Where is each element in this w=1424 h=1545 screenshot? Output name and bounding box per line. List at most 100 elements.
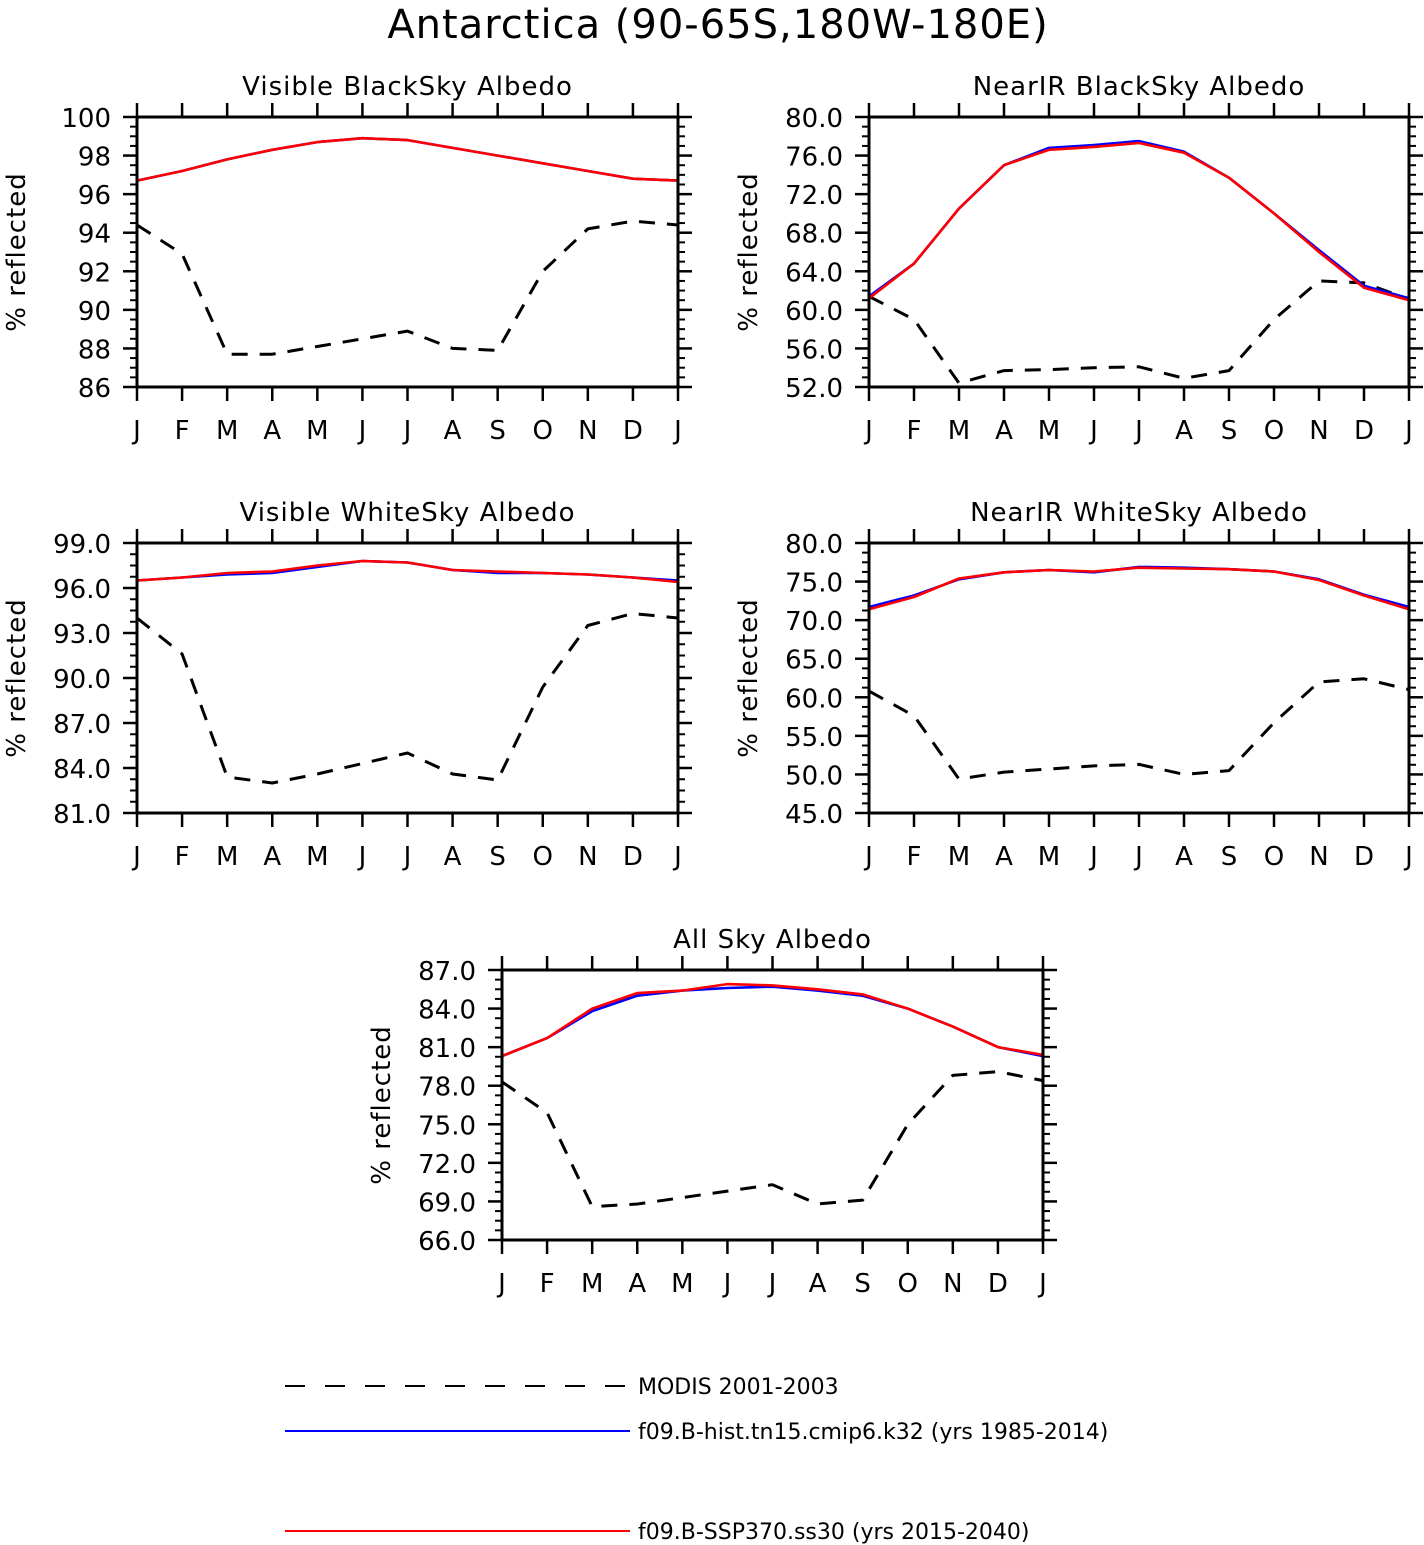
series-line-modis — [501, 1070, 1044, 1209]
y-tick-label: 70.0 — [785, 607, 843, 637]
y-tick-label: 55.0 — [785, 723, 843, 753]
y-tick-label: 68.0 — [785, 220, 843, 250]
y-tick-label: 96 — [78, 181, 111, 211]
y-tick-label: 64.0 — [785, 258, 843, 288]
x-tick-label: S — [1221, 416, 1238, 446]
y-tick-label: 87.0 — [418, 957, 476, 987]
x-tick-label: J — [1088, 842, 1098, 872]
y-axis-label: % reflected — [367, 1025, 397, 1184]
x-tick-label: N — [578, 842, 597, 872]
x-tick-label: N — [943, 1269, 962, 1299]
y-tick-label: 100 — [61, 104, 111, 134]
x-tick-label: J — [131, 842, 141, 872]
chart-title: Visible BlackSky Albedo — [242, 72, 573, 102]
x-tick-label: D — [988, 1269, 1008, 1299]
plot-frame — [500, 968, 1045, 1242]
x-tick-label: F — [175, 416, 190, 446]
x-tick-label: J — [1133, 842, 1143, 872]
x-tick-label: M — [671, 1269, 693, 1299]
x-tick-label: F — [907, 842, 922, 872]
y-tick-label: 90.0 — [53, 665, 111, 695]
x-tick-label: M — [306, 842, 328, 872]
series-line-ssp — [868, 141, 1410, 302]
series-line-modis — [136, 219, 679, 356]
chart-title: Visible WhiteSky Albedo — [239, 498, 575, 528]
y-tick-label: 81.0 — [53, 800, 111, 830]
y-tick-label: 75.0 — [418, 1111, 476, 1141]
y-tick-label: 86 — [78, 374, 111, 404]
series-line-hist — [136, 136, 679, 182]
y-tick-label: 60.0 — [785, 297, 843, 327]
y-tick-label: 45.0 — [785, 800, 843, 830]
legend-label-modis: MODIS 2001-2003 — [638, 1375, 839, 1400]
x-tick-label: J — [1403, 416, 1413, 446]
y-tick-label: 80.0 — [785, 530, 843, 560]
y-tick-label: 56.0 — [785, 335, 843, 365]
x-tick-label: O — [1264, 842, 1284, 872]
x-tick-label: J — [1088, 416, 1098, 446]
x-tick-label: D — [1354, 416, 1374, 446]
y-tick-label: 80.0 — [785, 104, 843, 134]
y-tick-label: 94 — [78, 220, 111, 250]
x-tick-label: J — [1403, 842, 1413, 872]
x-tick-label: O — [1264, 416, 1284, 446]
y-tick-label: 75.0 — [785, 569, 843, 599]
y-tick-label: 88 — [78, 335, 111, 365]
y-axis-label: % reflected — [734, 598, 764, 757]
x-tick-label: J — [496, 1269, 506, 1299]
y-tick-label: 98 — [78, 143, 111, 173]
plot-frame — [135, 115, 680, 389]
x-tick-label: J — [131, 416, 141, 446]
x-tick-label: J — [767, 1269, 777, 1299]
series-line-ssp — [501, 982, 1044, 1058]
x-tick-label: J — [863, 842, 873, 872]
x-tick-label: J — [357, 416, 367, 446]
y-tick-label: 78.0 — [418, 1073, 476, 1103]
x-tick-label: M — [581, 1269, 603, 1299]
x-tick-label: S — [489, 842, 506, 872]
x-tick-label: N — [1309, 416, 1328, 446]
x-tick-label: J — [1037, 1269, 1047, 1299]
x-tick-label: F — [175, 842, 190, 872]
y-tick-label: 84.0 — [418, 996, 476, 1026]
x-tick-label: A — [1175, 842, 1193, 872]
x-tick-label: M — [306, 416, 328, 446]
series-line-ssp — [136, 136, 679, 182]
series-line-modis — [868, 677, 1410, 781]
x-tick-label: A — [1175, 416, 1193, 446]
chart-title: NearIR WhiteSky Albedo — [970, 498, 1308, 528]
y-axis-label: % reflected — [2, 598, 32, 757]
x-tick-label: S — [854, 1269, 871, 1299]
y-tick-label: 93.0 — [53, 620, 111, 650]
series-line-ssp — [868, 566, 1410, 611]
y-tick-label: 81.0 — [418, 1034, 476, 1064]
x-tick-label: N — [578, 416, 597, 446]
y-tick-label: 50.0 — [785, 761, 843, 791]
y-tick-label: 69.0 — [418, 1188, 476, 1218]
chart-title: NearIR BlackSky Albedo — [973, 72, 1306, 102]
x-tick-label: M — [1038, 416, 1060, 446]
x-tick-label: J — [722, 1269, 732, 1299]
x-tick-label: D — [623, 842, 643, 872]
x-tick-label: F — [907, 416, 922, 446]
x-tick-label: S — [1221, 842, 1238, 872]
y-axis-label: % reflected — [2, 172, 32, 331]
x-tick-label: M — [216, 842, 238, 872]
plot-frame — [867, 115, 1411, 389]
legend-label-ssp: f09.B-SSP370.ss30 (yrs 2015-2040) — [638, 1520, 1029, 1545]
x-tick-label: J — [402, 842, 412, 872]
x-tick-label: O — [533, 416, 553, 446]
x-tick-label: J — [1133, 416, 1143, 446]
y-tick-label: 72.0 — [785, 181, 843, 211]
x-tick-label: D — [623, 416, 643, 446]
y-tick-label: 87.0 — [53, 710, 111, 740]
y-tick-label: 90 — [78, 297, 111, 327]
series-line-modis — [136, 612, 679, 785]
x-tick-label: A — [809, 1269, 827, 1299]
x-tick-label: O — [533, 842, 553, 872]
